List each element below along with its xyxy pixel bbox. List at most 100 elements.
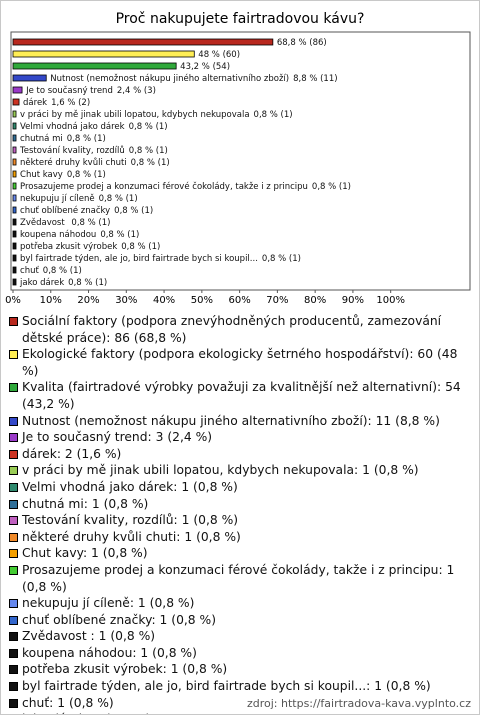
legend-label: byl fairtrade týden, ale jo, bird fairtr… [22,679,431,694]
legend-item: Chut kavy: 1 (0,8 %) [9,545,471,562]
category-label: Prosazujeme prodej a konzumaci férové čo… [20,181,308,192]
bar [12,206,17,214]
legend-label: Kvalita (fairtradové výrobky považuji za… [22,380,461,411]
legend-label: chutná mi: 1 (0,8 %) [22,496,149,511]
legend-swatch [9,549,18,559]
value-label: 0,8 % (1) [121,242,160,252]
legend-item: Velmi vhodná jako dárek: 1 (0,8 %) [9,479,471,496]
legend-item: nekupuju jí cíleně: 1 (0,8 %) [9,595,471,612]
bar [12,230,17,238]
legend-label: koupena náhodou: 1 (0,8 %) [22,645,197,660]
bar [12,50,195,58]
legend-swatch [9,433,18,443]
legend-label: nekupuju jí cíleně: 1 (0,8 %) [22,596,195,611]
category-label: chuť [20,266,39,276]
legend-label: dárek: 2 (1,6 %) [22,446,122,461]
bar-label: nekupuju jí cíleně 0,8 % (1) [20,194,138,204]
legend-swatch [9,449,18,459]
value-label: 0,8 % (1) [43,266,82,276]
bar [12,266,17,274]
value-label: 0,8 % (1) [71,218,110,228]
legend-swatch [9,383,18,393]
legend-swatch [9,599,18,609]
legend-item: Nutnost (nemožnost nákupu jiného alterna… [9,413,471,430]
bar-label: chutná mi 0,8 % (1) [20,134,106,144]
legend-label: Testování kvality, rozdílů: 1 (0,8 %) [22,513,239,528]
bar-label: 68,8 % (86) [277,38,327,48]
category-label: dárek [23,98,47,108]
value-label: 0,8 % (1) [99,194,138,204]
legend-item: Testování kvality, rozdílů: 1 (0,8 %) [9,512,471,529]
x-tick-label: 10% [40,295,62,306]
x-tick-label: 30% [115,295,137,306]
bar-label: byl fairtrade týden, ale jo, bird fairtr… [20,254,301,264]
legend-label: v práci by mě jinak ubili lopatou, kdyby… [22,463,419,478]
bar-label: Prosazujeme prodej a konzumaci férové čo… [20,181,351,192]
value-label: 1,6 % (2) [51,98,90,108]
value-label: 0,8 % (1) [312,182,351,192]
x-tick-label: 70% [266,295,288,306]
bar [12,158,17,166]
legend-swatch [9,516,18,526]
category-label: potřeba zkusit výrobek [20,242,117,252]
legend-swatch [9,532,18,542]
bar [12,218,17,226]
bar-label: koupena náhodou 0,8 % (1) [20,230,139,240]
legend-item: byl fairtrade týden, ale jo, bird fairtr… [9,678,471,695]
bar [12,38,274,46]
legend-label: Zvědavost : 1 (0,8 %) [22,629,156,644]
x-tick-label: 50% [191,295,213,306]
legend-swatch [9,648,18,658]
legend-swatch [9,615,18,625]
legend-item: jako dárek: 1 (0,8 %) [9,711,471,714]
legend-item: Prosazujeme prodej a konzumaci férové čo… [9,562,471,595]
category-label: Je to současný trend [25,85,113,96]
category-label: některé druhy kvůli chuti [20,157,127,168]
category-label: Velmi vhodná jako dárek [20,122,125,132]
category-label: Testování kvality, rozdílů [19,145,125,156]
bar [12,98,20,106]
value-label: 0,8 % (1) [114,206,153,216]
x-tick-label: 60% [228,295,250,306]
legend-swatch [9,466,18,476]
category-label: nekupuju jí cíleně [20,194,95,204]
legend-swatch [9,682,18,692]
category-label: byl fairtrade týden, ale jo, bird fairtr… [20,254,258,264]
bar [12,134,17,142]
value-label: 0,8 % (1) [67,170,106,180]
legend-swatch [9,665,18,675]
legend-item: některé druhy kvůli chuti: 1 (0,8 %) [9,529,471,546]
x-tick-label: 90% [342,295,364,306]
bar-label: v práci by mě jinak ubili lopatou, kdyby… [20,110,293,120]
legend-item: Kvalita (fairtradové výrobky považuji za… [9,379,471,412]
value-label: 0,8 % (1) [129,122,168,132]
legend-swatch [9,499,18,509]
source: zdroj: https://fairtradova-kava.vyplnto.… [246,697,471,710]
value-label: 0,8 % (1) [131,158,170,168]
value-label: 2,4 % (3) [117,86,156,96]
bar [12,194,17,202]
legend-label: Nutnost (nemožnost nákupu jiného alterna… [22,413,440,428]
legend-label: potřeba zkusit výrobek: 1 (0,8 %) [22,662,228,677]
legend-label: Sociální faktory (podpora znevýhodněných… [22,314,442,345]
legend-item: koupena náhodou: 1 (0,8 %) [9,645,471,662]
category-label: chuť oblíbené značky [20,205,110,216]
bar [12,242,17,250]
bar [12,170,17,178]
value-label: 68,8 % (86) [277,38,327,48]
bar-label: Je to současný trend 2,4 % (3) [25,85,156,96]
bar-label: potřeba zkusit výrobek 0,8 % (1) [20,242,160,252]
value-label: 0,8 % (1) [68,278,107,288]
bar-label: jako dárek 0,8 % (1) [19,278,107,288]
bar [12,110,17,118]
value-label: 43,2 % (54) [180,62,230,72]
legend-label: Chut kavy: 1 (0,8 %) [22,546,148,561]
legend-item: potřeba zkusit výrobek: 1 (0,8 %) [9,661,471,678]
bar [12,182,17,190]
legend-swatch [9,632,18,642]
bar [12,254,17,262]
bar [12,62,177,70]
value-label: 0,8 % (1) [262,254,301,264]
bar-label: chuť 0,8 % (1) [20,266,82,276]
